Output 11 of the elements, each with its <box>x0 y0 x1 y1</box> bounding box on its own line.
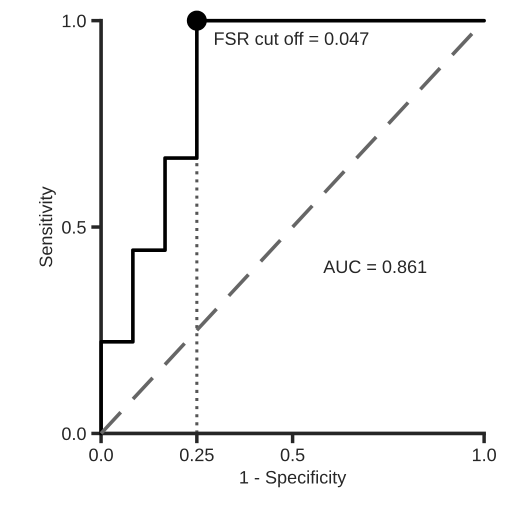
x-tick-label: 0.25 <box>180 448 214 462</box>
x-tick-label: 0.0 <box>89 448 113 462</box>
y-axis-title: Sensitivity <box>39 186 56 267</box>
y-tick-label: 0.5 <box>62 220 86 234</box>
y-tick-label: 0.0 <box>62 427 86 440</box>
annotation: FSR cut off = 0.047 <box>214 32 368 46</box>
x-tick-label: 0.5 <box>280 448 304 462</box>
annotation: AUC = 0.861 <box>323 260 426 274</box>
x-tick-label: 1.0 <box>472 448 496 462</box>
y-tick-label: 1.0 <box>62 14 86 28</box>
x-axis-title: 1 - Specificity <box>240 470 346 488</box>
